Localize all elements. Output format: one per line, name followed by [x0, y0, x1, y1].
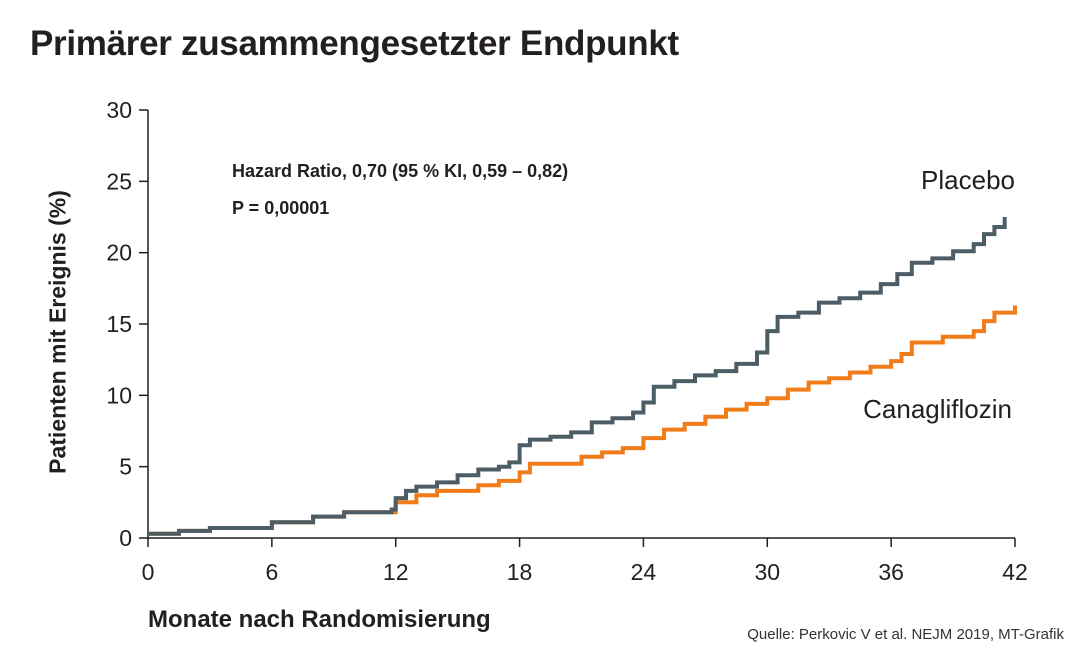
p-value-annotation: P = 0,00001 [232, 198, 329, 218]
hazard-ratio-annotation: Hazard Ratio, 0,70 (95 % KI, 0,59 – 0,82… [232, 161, 568, 181]
x-tick-label: 18 [507, 559, 533, 585]
series-lines [148, 217, 1017, 536]
y-tick-label: 0 [119, 525, 132, 551]
x-tick-label: 6 [265, 559, 278, 585]
placebo-series-label: Placebo [921, 165, 1015, 195]
x-ticks: 0 6 12 18 24 30 36 42 [142, 538, 1028, 585]
x-tick-label: 0 [142, 559, 155, 585]
x-tick-label: 36 [878, 559, 904, 585]
x-tick-label: 30 [754, 559, 780, 585]
x-tick-label: 42 [1002, 559, 1028, 585]
chart-title: Primärer zusammengesetzter Endpunkt [30, 24, 679, 63]
canagliflozin-series-label: Canagliflozin [863, 394, 1012, 424]
y-tick-label: 30 [106, 97, 132, 123]
x-axis-label: Monate nach Randomisierung [148, 606, 491, 633]
x-tick-label: 24 [631, 559, 657, 585]
y-tick-label: 20 [106, 240, 132, 266]
y-ticks: 0 5 10 15 20 25 30 [106, 97, 148, 551]
y-tick-label: 10 [106, 382, 132, 408]
plot-area: 0 5 10 15 20 25 30 0 6 12 18 24 30 36 42 Hazard Ratio… [106, 97, 1027, 585]
placebo-series-line [148, 217, 1007, 536]
source-note: Quelle: Perkovic V et al. NEJM 2019, MT-… [747, 626, 1064, 643]
y-tick-label: 25 [106, 168, 132, 194]
y-tick-label: 15 [106, 311, 132, 337]
x-tick-label: 12 [383, 559, 409, 585]
y-tick-label: 5 [119, 454, 132, 480]
